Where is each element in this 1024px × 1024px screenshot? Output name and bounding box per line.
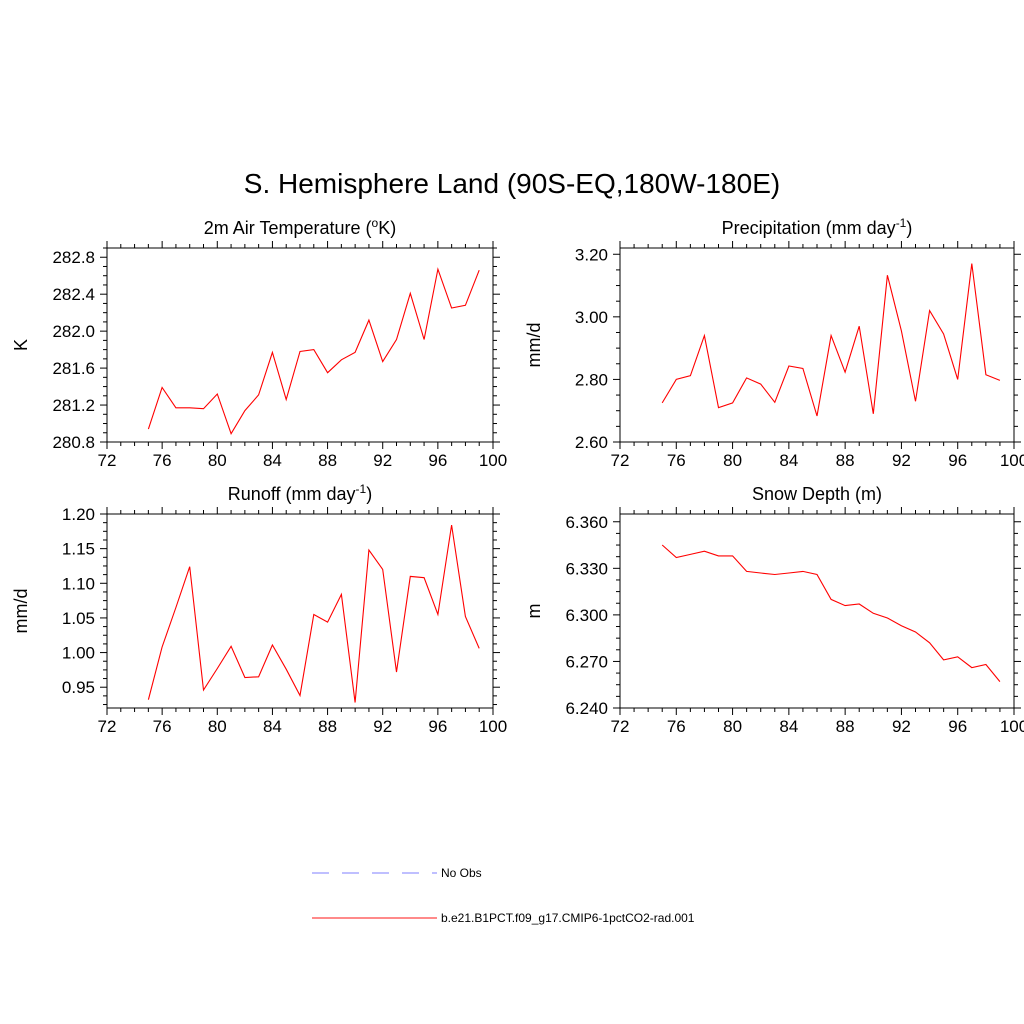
plot-frame [619,513,1015,709]
y-tick-label: 3.00 [575,308,608,327]
x-tick-label: 88 [318,451,337,470]
chart-panel-2: Precipitation (mm day-1) mm/d 72 76 80 84 88 92… [524,216,1024,470]
panel-title-end: K) [378,218,396,238]
panel-title-superscript: -1 [356,482,367,496]
x-tick-label: 84 [263,717,282,736]
panel-title: Precipitation (mm day-1) [722,216,913,238]
x-tick-label: 80 [723,451,742,470]
panels: 2m Air Temperature (oK) K 72 76 80 84 88 92 96 10… [11,216,1024,736]
y-tick-label: 282.4 [52,285,95,304]
x-tick-label: 76 [153,717,172,736]
x-tick-label: 84 [779,717,798,736]
panel-title-end: ) [906,218,912,238]
x-tick-label: 76 [667,717,686,736]
panel-title-main: Runoff (mm day [228,484,356,504]
y-tick-label: 6.330 [565,559,608,578]
x-tick-label: 84 [263,451,282,470]
x-tick-label: 72 [611,451,630,470]
plot-frame [106,247,494,443]
x-tick-label: 100 [479,451,507,470]
legend: No Obs b.e21.B1PCT.f09_g17.CMIP6-1pctCO2-… [312,866,695,925]
panel-title: Snow Depth (m) [752,484,882,504]
x-tick-label: 72 [611,717,630,736]
y-tick-label: 282.0 [52,322,95,341]
x-tick-label: 92 [892,451,911,470]
x-tick-label: 96 [428,717,447,736]
y-tick-label: 2.80 [575,370,608,389]
y-tick-label: 6.240 [565,699,608,718]
y-axis-label: mm/d [524,323,544,368]
legend-item-1: No Obs [312,866,482,880]
series-line [661,263,1001,417]
legend-item-2: b.e21.B1PCT.f09_g17.CMIP6-1pctCO2-rad.00… [312,911,695,925]
x-tick-label: 100 [1000,717,1024,736]
x-tick-label: 84 [779,451,798,470]
y-axis-label: m [524,604,544,619]
y-tick-label: 1.10 [62,574,95,593]
y-tick-label: 1.15 [62,540,95,559]
series-line [147,267,480,435]
chart-panel-4: Snow Depth (m) m 72 76 80 84 88 92 96 100 6.240 6.2… [524,484,1024,736]
x-tick-label: 96 [948,451,967,470]
y-tick-label: 6.360 [565,513,608,532]
x-tick-label: 88 [318,717,337,736]
y-tick-label: 1.20 [62,505,95,524]
x-tick-label: 80 [208,717,227,736]
x-tick-label: 92 [892,717,911,736]
x-tick-label: 72 [98,717,117,736]
y-tick-label: 280.8 [52,433,95,452]
y-axis-label: mm/d [11,589,31,634]
y-tick-label: 6.300 [565,606,608,625]
y-tick-label: 6.270 [565,652,608,671]
y-tick-label: 3.20 [575,245,608,264]
chart-panel-3: Runoff (mm day-1) mm/d 72 76 80 84 88 92 96 100 0.… [11,482,507,736]
x-tick-label: 100 [479,717,507,736]
x-tick-label: 96 [948,717,967,736]
y-tick-label: 281.6 [52,359,95,378]
plot-frame [106,513,494,709]
x-tick-label: 100 [1000,451,1024,470]
panel-title: Runoff (mm day-1) [228,482,372,504]
x-tick-label: 72 [98,451,117,470]
x-tick-label: 80 [208,451,227,470]
legend-label: b.e21.B1PCT.f09_g17.CMIP6-1pctCO2-rad.00… [441,911,695,925]
x-tick-label: 88 [836,451,855,470]
x-tick-label: 96 [428,451,447,470]
x-tick-label: 76 [153,451,172,470]
y-tick-label: 281.2 [52,396,95,415]
y-tick-label: 1.00 [62,644,95,663]
panel-title-main: Precipitation (mm day [722,218,896,238]
x-tick-label: 88 [836,717,855,736]
panel-title-superscript: -1 [896,216,907,230]
series-line [661,544,1001,682]
x-tick-label: 80 [723,717,742,736]
panel-title-main: Snow Depth (m) [752,484,882,504]
chart-panel-1: 2m Air Temperature (oK) K 72 76 80 84 88 92 96 10… [11,216,507,470]
y-tick-label: 0.95 [62,678,95,697]
panel-title: 2m Air Temperature (oK) [204,216,396,238]
x-tick-label: 92 [373,717,392,736]
x-tick-label: 92 [373,451,392,470]
x-tick-label: 76 [667,451,686,470]
panel-title-superscript: o [372,216,379,230]
y-axis-label: K [11,339,31,351]
y-tick-label: 2.60 [575,433,608,452]
panel-title-end: ) [366,484,372,504]
legend-label: No Obs [441,866,482,880]
y-tick-label: 1.05 [62,609,95,628]
series-line [147,525,480,703]
figure-title: S. Hemisphere Land (90S-EQ,180W-180E) [244,168,780,199]
y-tick-label: 282.8 [52,248,95,267]
panel-title-main: 2m Air Temperature ( [204,218,372,238]
